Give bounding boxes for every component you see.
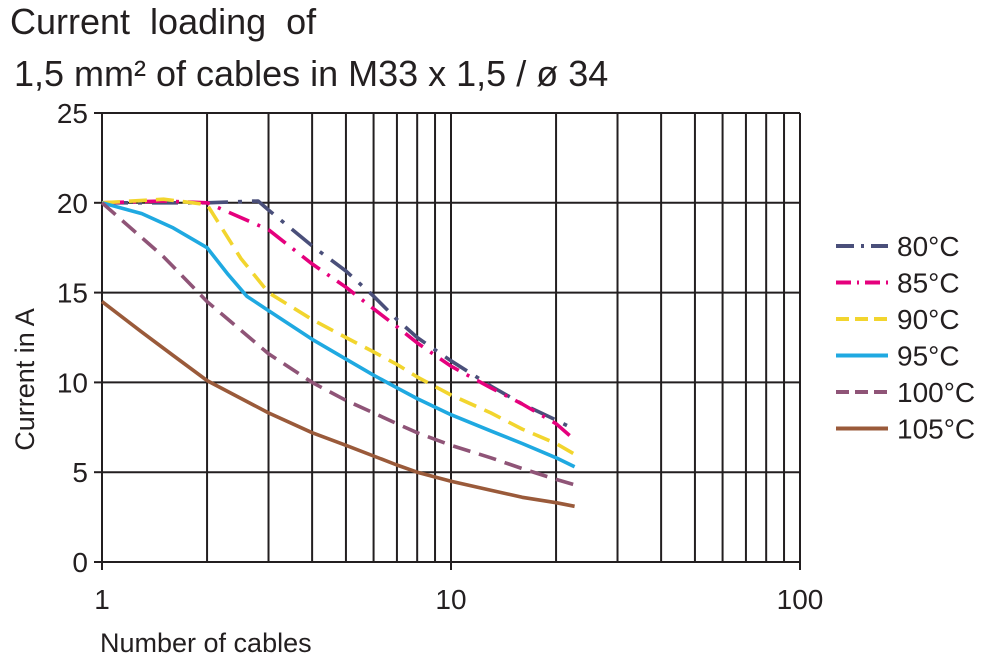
- chart-title-line-1: Current loading of: [10, 1, 317, 42]
- y-tick-label: 10: [57, 367, 88, 398]
- series-line: [102, 199, 572, 429]
- legend-label: 105°C: [897, 414, 975, 445]
- series-line: [101, 201, 576, 469]
- y-tick-label: 5: [72, 457, 88, 488]
- legend-label: 80°C: [897, 231, 960, 262]
- legend-label: 100°C: [897, 377, 975, 408]
- x-tick-label: 10: [435, 584, 466, 615]
- series-line: [101, 197, 576, 456]
- legend-label: 90°C: [897, 304, 960, 335]
- series-line: [100, 300, 575, 509]
- x-tick-label: 1: [94, 584, 110, 615]
- x-tick-label: 100: [777, 584, 824, 615]
- legend-label: 85°C: [897, 268, 960, 299]
- series-line: [100, 201, 576, 487]
- chart-title-line-2: 1,5 mm² of cables in M33 x 1,5 / ø 34: [14, 53, 609, 94]
- y-tick-label: 15: [57, 278, 88, 309]
- y-tick-label: 0: [72, 547, 88, 578]
- series-line: [101, 199, 572, 438]
- y-axis-label: Current in A: [10, 308, 40, 451]
- x-axis-label: Number of cables: [100, 628, 312, 658]
- legend-label: 95°C: [897, 341, 960, 372]
- y-tick-label: 20: [57, 188, 88, 219]
- y-tick-label: 25: [57, 98, 88, 129]
